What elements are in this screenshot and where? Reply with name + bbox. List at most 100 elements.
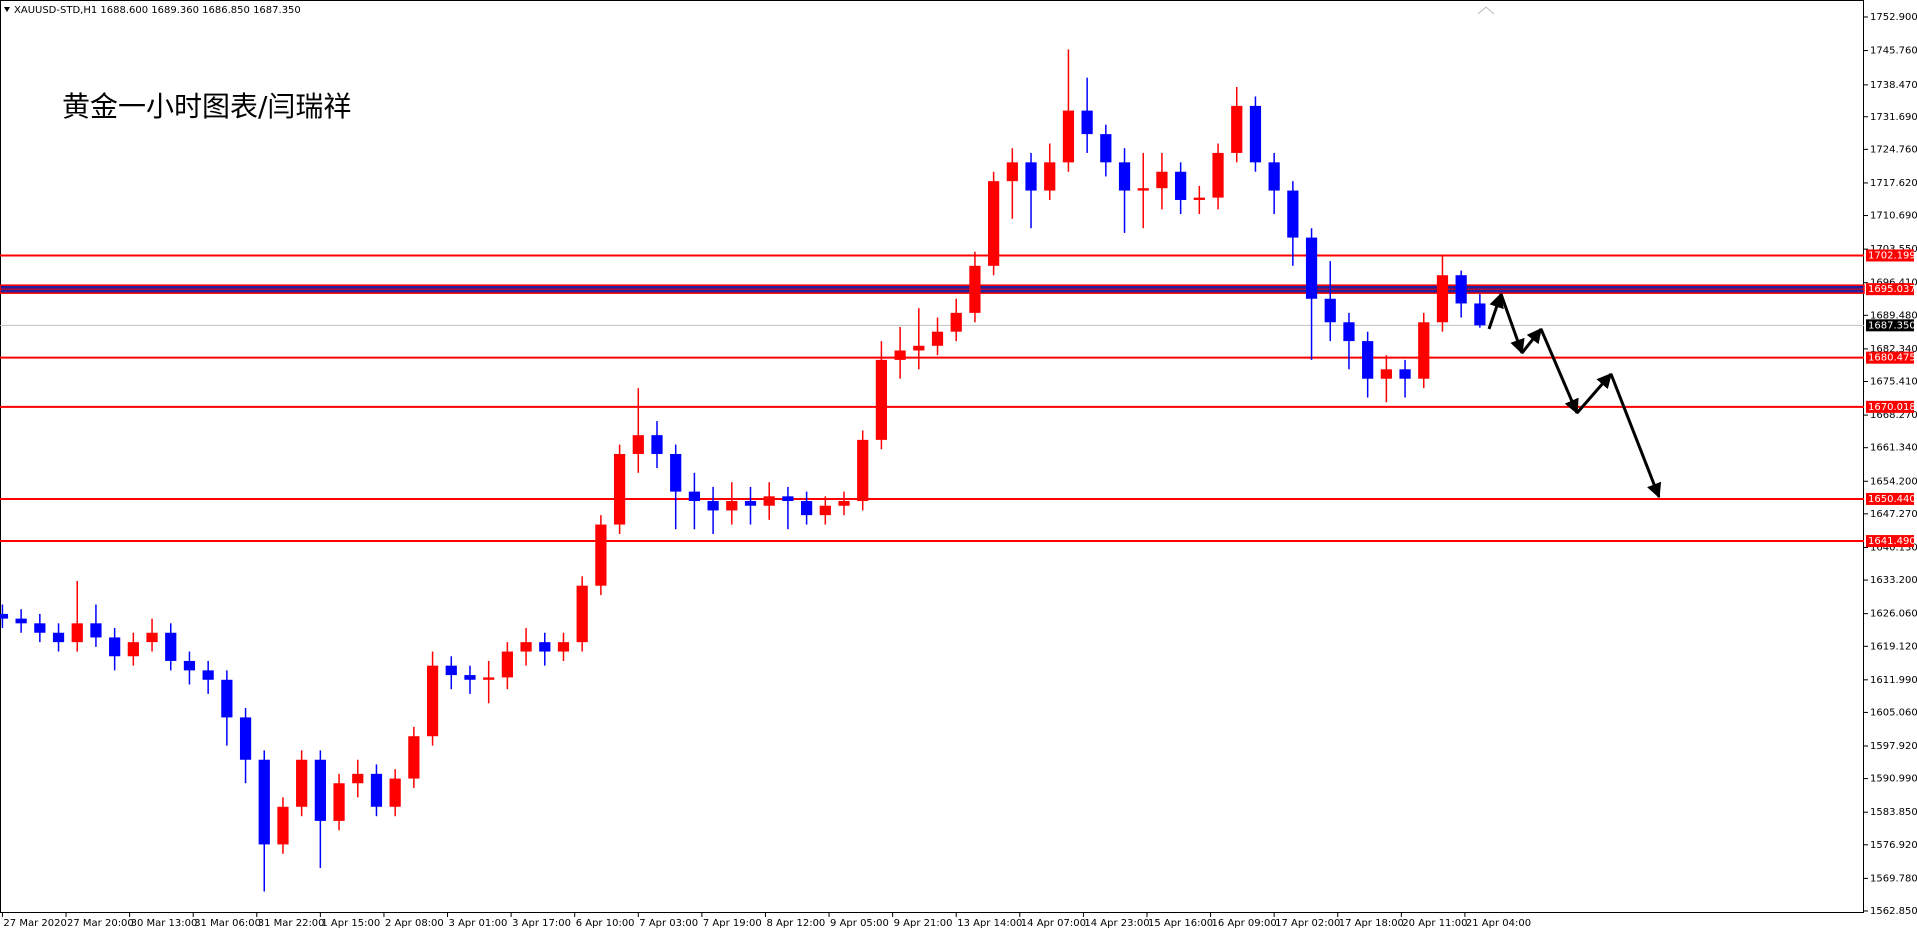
candle-body <box>1231 105 1243 153</box>
candle-body <box>1175 171 1187 200</box>
candle-body <box>445 665 457 676</box>
candle-body <box>127 642 139 657</box>
candle-body <box>744 501 757 506</box>
candle-body <box>613 453 626 525</box>
candle-body <box>258 759 270 845</box>
candle-body <box>576 585 588 643</box>
candle-body <box>1399 369 1411 379</box>
candle-body <box>1081 110 1093 135</box>
y-tick-label: 1738.470 <box>1870 80 1917 91</box>
candle-body <box>988 181 1000 266</box>
candle-body <box>819 505 831 516</box>
x-tick-label: 2 Apr 08:00 <box>385 918 444 929</box>
candle-body <box>1118 162 1131 191</box>
candle-body <box>894 350 906 360</box>
candle-body <box>595 524 607 586</box>
x-tick-label: 8 Apr 12:00 <box>766 918 825 929</box>
x-tick-label: 17 Apr 18:00 <box>1339 918 1404 929</box>
candle-body <box>688 491 701 502</box>
candle-body <box>950 312 962 332</box>
candle-body <box>370 773 383 807</box>
candle-body <box>763 496 775 506</box>
candle-body <box>426 665 439 737</box>
y-tick-label: 1668.270 <box>1870 410 1917 421</box>
x-tick-label: 7 Apr 19:00 <box>703 918 762 929</box>
level-box <box>1866 535 1914 548</box>
candle-body <box>34 623 46 633</box>
candle-body <box>296 759 308 807</box>
candle-body <box>314 759 326 821</box>
level-box <box>1866 400 1914 413</box>
y-tick-label: 1654.200 <box>1870 476 1917 487</box>
candle-body <box>0 613 9 619</box>
arrow <box>1520 327 1543 354</box>
level-box <box>1866 492 1914 505</box>
candle-body <box>1025 162 1037 191</box>
x-tick-label: 1 Apr 15:00 <box>321 918 380 929</box>
level-label: 1670.018 <box>1868 402 1916 413</box>
current-price-label: 1687.350 <box>1868 320 1916 331</box>
candle-body <box>931 331 944 346</box>
y-tick-label: 1562.850 <box>1870 906 1917 917</box>
candle-body <box>1305 237 1318 299</box>
y-tick-label: 1717.620 <box>1870 178 1917 189</box>
x-tick-label: 15 Apr 16:00 <box>1148 918 1213 929</box>
arrow <box>1539 328 1579 415</box>
candle-body <box>913 345 925 351</box>
x-tick-label: 6 Apr 10:00 <box>576 918 635 929</box>
candle-body <box>1362 341 1374 379</box>
arrow <box>1575 372 1613 414</box>
candle-body <box>707 501 719 511</box>
candle-body <box>277 806 289 845</box>
y-tick-label: 1661.340 <box>1870 443 1917 454</box>
y-tick-label: 1745.760 <box>1870 46 1917 57</box>
candle-body <box>782 496 794 502</box>
y-tick-label: 1583.850 <box>1870 807 1917 818</box>
y-tick-label: 1619.120 <box>1870 641 1917 652</box>
candle-body <box>90 623 102 638</box>
candle-body <box>857 439 869 502</box>
y-tick-label: 1576.920 <box>1870 840 1917 851</box>
candle-body <box>483 677 495 680</box>
arrow <box>1609 373 1662 499</box>
candle-body <box>1006 162 1018 182</box>
y-tick-label: 1597.920 <box>1870 741 1917 752</box>
candle-body <box>71 623 83 643</box>
x-tick-label: 16 Apr 09:00 <box>1212 918 1277 929</box>
x-tick-label: 27 Mar 2020 <box>3 918 66 929</box>
level-label: 1695.037 <box>1868 284 1916 295</box>
candle-body <box>1287 190 1299 238</box>
candle-body <box>221 679 233 718</box>
candle-body <box>838 501 850 506</box>
level-label: 1702.199 <box>1868 250 1916 261</box>
candle-body <box>183 660 196 671</box>
x-tick-label: 7 Apr 03:00 <box>639 918 698 929</box>
candle-body <box>165 632 177 661</box>
x-tick-label: 31 Mar 22:00 <box>258 918 325 929</box>
candle-body <box>389 778 401 807</box>
candle-body <box>1193 197 1205 200</box>
y-tick-label: 1731.690 <box>1870 112 1917 123</box>
annotation: 黄金一小时图表/闫瑞祥 <box>62 90 351 123</box>
menu-triangle <box>4 7 10 12</box>
forecast-arrows <box>1487 292 1662 499</box>
y-tick-label: 1633.200 <box>1870 575 1917 586</box>
candle-body <box>1343 322 1355 342</box>
level-label: 1680.475 <box>1868 353 1916 364</box>
y-tick-label: 1640.130 <box>1870 542 1917 553</box>
candle-body <box>239 717 252 760</box>
y-tick-label: 1752.900 <box>1870 12 1917 23</box>
candle-body <box>1418 322 1430 379</box>
x-tick-label: 14 Apr 23:00 <box>1084 918 1149 929</box>
candle-body <box>1137 188 1149 191</box>
level-label: 1641.490 <box>1868 536 1916 547</box>
candle-body <box>464 675 476 680</box>
candle-body <box>651 435 663 454</box>
candle-body <box>726 501 738 511</box>
y-tick-label: 1647.270 <box>1870 509 1917 520</box>
level-box <box>1866 351 1914 364</box>
arrow <box>1499 293 1525 355</box>
x-tick-label: 17 Apr 02:00 <box>1275 918 1340 929</box>
candle-body <box>520 642 532 652</box>
arrow <box>1487 292 1504 330</box>
